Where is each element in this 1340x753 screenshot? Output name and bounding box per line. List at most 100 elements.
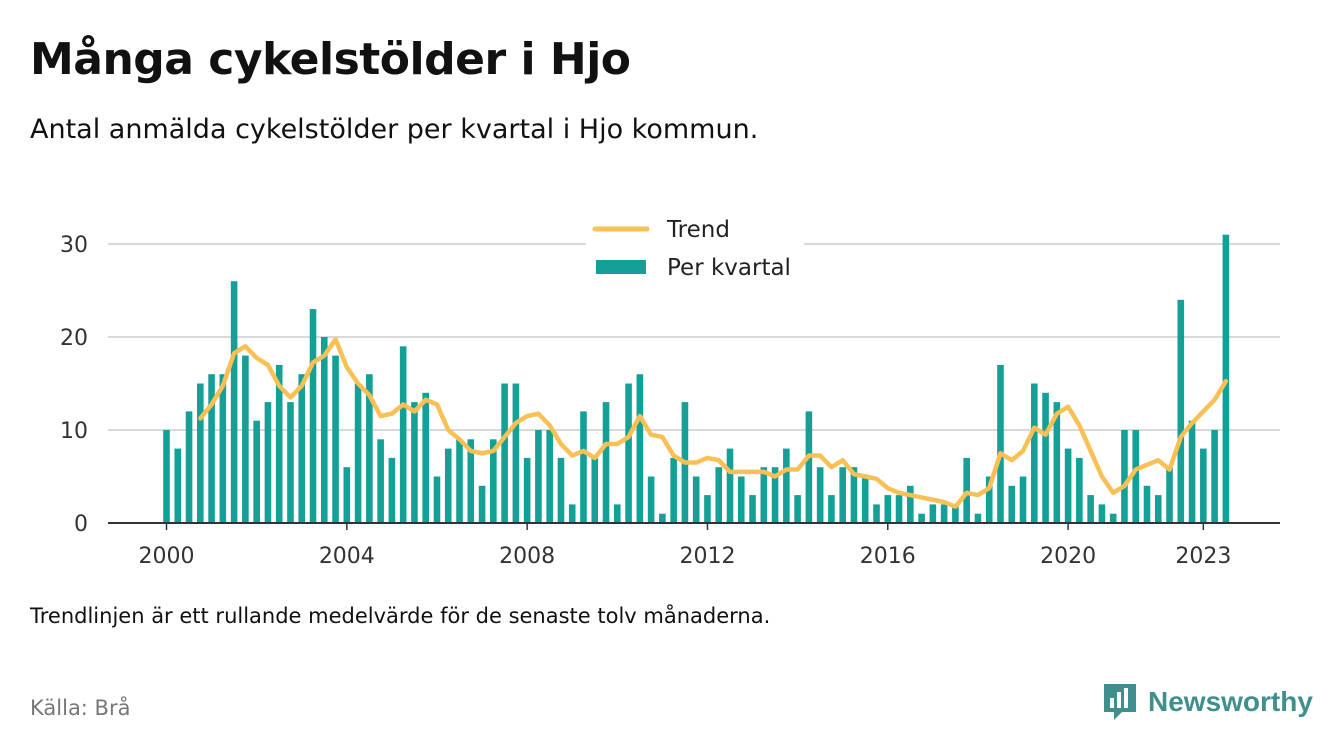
- bar: [343, 467, 351, 523]
- legend-background: [586, 210, 804, 292]
- bar: [614, 504, 621, 523]
- trend-line: [198, 337, 1229, 509]
- bar: [1042, 392, 1049, 523]
- bar: [1019, 476, 1027, 523]
- bar: [816, 467, 824, 523]
- bar: [580, 411, 587, 523]
- bar: [1030, 383, 1038, 523]
- x-tick-label: 2004: [319, 544, 375, 569]
- bar: [568, 504, 576, 523]
- bar: [467, 439, 475, 523]
- bar: [1087, 495, 1094, 523]
- x-tick-label: 2020: [1040, 544, 1096, 569]
- y-tick-label: 20: [60, 326, 88, 351]
- bar: [388, 457, 396, 523]
- bar: [659, 513, 666, 523]
- bar: [737, 476, 745, 523]
- bar: [749, 495, 756, 523]
- source-label: Källa: Brå: [30, 696, 131, 720]
- bar: [1211, 430, 1218, 523]
- bar: [332, 355, 339, 523]
- bar: [771, 467, 779, 523]
- bar: [1154, 495, 1162, 523]
- bar: [422, 392, 430, 523]
- bar: [253, 420, 260, 523]
- bar: [1200, 448, 1207, 523]
- bar: [861, 476, 869, 523]
- bar: [783, 448, 790, 523]
- bar: [264, 402, 272, 523]
- bar: [185, 411, 193, 523]
- bar: [940, 504, 948, 523]
- bar: [1177, 299, 1185, 523]
- bar: [1098, 504, 1106, 523]
- bar: [1008, 485, 1016, 523]
- bar: [895, 495, 903, 523]
- bar: [535, 430, 542, 523]
- bar: [546, 430, 553, 523]
- brand-name: Newsworthy: [1148, 686, 1313, 717]
- bar: [963, 457, 970, 523]
- x-tick-label: 2000: [139, 544, 195, 569]
- bar: [625, 383, 632, 523]
- bar-chart: 0 10 20 30 2000 2004 2008 2012 2016 2020 2023 Tren…: [60, 210, 1280, 569]
- bar: [974, 513, 982, 523]
- bar: [636, 374, 644, 523]
- bar: [692, 476, 700, 523]
- bar: [242, 355, 249, 523]
- bar: [557, 457, 565, 523]
- bar: [163, 430, 170, 523]
- bar: [907, 485, 914, 523]
- brand-logo: Newsworthy: [1102, 682, 1313, 722]
- bar: [1076, 457, 1083, 523]
- bar: [704, 495, 711, 523]
- bar: [1132, 430, 1140, 523]
- y-tick-label: 0: [74, 512, 88, 537]
- bar: [794, 495, 801, 523]
- bar: [1188, 420, 1196, 523]
- bar: [309, 309, 317, 523]
- bar: [444, 448, 452, 523]
- bar: [320, 337, 328, 523]
- bar: [230, 281, 238, 523]
- bar: [1053, 402, 1061, 523]
- bar: [174, 448, 182, 523]
- legend-trend-label: Trend: [666, 217, 730, 243]
- bar: [726, 448, 734, 523]
- legend-bar-swatch: [596, 260, 646, 274]
- axes: 0 10 20 30 2000 2004 2008 2012 2016 2020 2023: [60, 233, 1280, 569]
- bar: [275, 364, 283, 523]
- bar: [1109, 513, 1117, 523]
- bar: [512, 383, 520, 523]
- bar: [478, 485, 486, 523]
- y-tick-label: 10: [60, 419, 88, 444]
- bar: [715, 467, 723, 523]
- bar: [929, 504, 937, 523]
- bar: [208, 374, 215, 523]
- bar: [952, 504, 959, 523]
- bar: [287, 402, 294, 523]
- bar: [670, 457, 677, 523]
- bar: [602, 402, 610, 523]
- bar: [411, 402, 418, 523]
- bar: [399, 346, 407, 523]
- bar: [647, 476, 655, 523]
- bar: [591, 457, 599, 523]
- chart-subtitle: Antal anmälda cykelstölder per kvartal i…: [30, 114, 759, 145]
- trend-line-layer: [198, 337, 1229, 509]
- bar: [1166, 467, 1173, 523]
- bar: [760, 467, 768, 523]
- bar: [884, 495, 892, 523]
- x-tick-label: 2023: [1175, 544, 1231, 569]
- bar: [298, 374, 306, 523]
- bar: [523, 457, 531, 523]
- x-tick-label: 2012: [679, 544, 735, 569]
- bar: [197, 383, 204, 523]
- bar: [456, 439, 463, 523]
- bar: [354, 383, 362, 523]
- bar: [839, 467, 846, 523]
- bar: [433, 476, 441, 523]
- bar: [377, 439, 384, 523]
- bar: [366, 374, 373, 523]
- bar: [805, 411, 813, 523]
